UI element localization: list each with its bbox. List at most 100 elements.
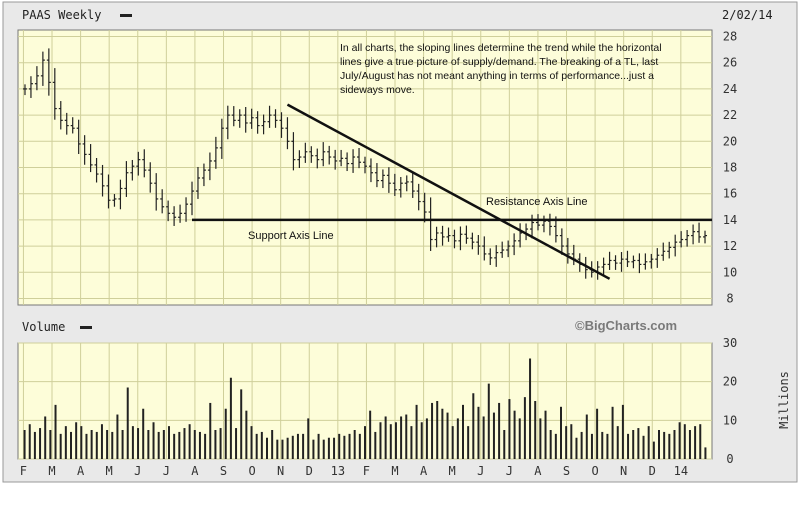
price-bar xyxy=(446,227,451,242)
price-bar xyxy=(374,163,379,188)
price-bar xyxy=(88,144,93,173)
price-bar xyxy=(237,109,242,128)
price-bar xyxy=(249,108,254,129)
price-bar xyxy=(601,257,606,276)
price-bar xyxy=(160,189,165,214)
price-bar xyxy=(386,167,391,193)
x-tick-label: M xyxy=(48,464,55,478)
price-bar xyxy=(345,152,350,172)
price-bar xyxy=(464,225,469,244)
price-bar xyxy=(512,233,517,256)
x-tick-label: J xyxy=(477,464,484,478)
price-tick-label: 10 xyxy=(723,265,737,279)
x-tick-label: D xyxy=(306,464,313,478)
resistance-label: Resistance Axis Line xyxy=(486,196,588,208)
trend-lines xyxy=(192,103,712,280)
price-bar xyxy=(547,213,552,236)
price-bar xyxy=(70,117,75,134)
volume-axis-ticks: 0 10 20 30 xyxy=(723,336,737,466)
price-bar xyxy=(52,68,57,120)
price-bar xyxy=(34,66,39,91)
x-tick-label: O xyxy=(248,464,255,478)
price-bar xyxy=(685,230,690,247)
x-tick-label: A xyxy=(191,464,199,478)
price-bar xyxy=(368,158,373,183)
x-tick-label: M xyxy=(449,464,456,478)
price-bar xyxy=(380,169,385,189)
price-bar xyxy=(124,161,129,197)
x-tick-label: S xyxy=(220,464,227,478)
price-bar xyxy=(279,112,284,138)
price-bar xyxy=(339,149,344,167)
price-bar xyxy=(40,51,45,86)
price-bar xyxy=(267,105,272,128)
x-tick-label: J xyxy=(506,464,513,478)
price-bar xyxy=(535,214,540,231)
downtrend-line xyxy=(286,103,611,280)
price-bar xyxy=(46,48,51,96)
x-tick-label: J xyxy=(163,464,170,478)
price-bar xyxy=(661,242,666,261)
price-tick-label: 20 xyxy=(723,134,737,148)
price-tick-label: 26 xyxy=(723,56,737,70)
price-bar xyxy=(178,204,183,223)
price-bar xyxy=(691,224,696,245)
price-bar xyxy=(315,148,320,169)
price-bar xyxy=(703,230,708,244)
price-bar xyxy=(213,136,218,169)
price-bar xyxy=(184,197,189,222)
price-bar xyxy=(172,206,177,226)
price-axis-ticks: 8 10 12 14 16 18 20 22 24 26 28 xyxy=(723,30,737,306)
price-bar xyxy=(541,215,546,233)
chart-title: PAAS Weekly xyxy=(22,8,102,22)
volume-bars xyxy=(23,358,707,459)
price-bar xyxy=(476,235,481,255)
price-bar xyxy=(64,112,69,135)
price-bar xyxy=(106,174,111,209)
x-tick-label: D xyxy=(649,464,656,478)
price-bar xyxy=(458,226,463,251)
volume-tick-label: 10 xyxy=(723,413,737,427)
price-bar xyxy=(207,152,212,181)
x-tick-label: F xyxy=(20,464,27,478)
price-bar xyxy=(148,162,153,193)
x-tick-label: A xyxy=(420,464,428,478)
price-bar xyxy=(363,156,367,174)
price-bar xyxy=(607,251,612,270)
price-bar xyxy=(243,107,248,133)
price-tick-label: 14 xyxy=(723,213,737,227)
price-bar xyxy=(231,106,236,127)
chart-date: 2/02/14 xyxy=(722,8,773,22)
price-bar xyxy=(285,117,290,150)
volume-legend-swatch xyxy=(80,326,92,329)
price-bar xyxy=(225,105,230,140)
price-bar xyxy=(488,248,493,265)
price-tick-label: 18 xyxy=(723,161,737,175)
price-bar xyxy=(219,118,224,159)
price-bar xyxy=(94,158,99,183)
price-bar xyxy=(398,176,403,198)
price-bar xyxy=(673,234,678,257)
price-bar xyxy=(494,245,499,267)
price-bar xyxy=(434,226,439,248)
commentary-note: In all charts, the sloping lines determi… xyxy=(340,42,662,96)
price-bar xyxy=(261,114,266,135)
price-bar xyxy=(637,253,642,274)
volume-units-label: Millions xyxy=(777,371,791,429)
price-bar xyxy=(142,149,147,178)
price-bar xyxy=(154,173,159,211)
x-tick-label: N xyxy=(277,464,284,478)
price-bar xyxy=(130,159,135,181)
x-tick-label: F xyxy=(363,464,370,478)
price-bar xyxy=(273,109,278,128)
x-tick-label: 13 xyxy=(331,464,345,478)
price-tick-label: 16 xyxy=(723,187,737,201)
price-bar xyxy=(76,119,81,155)
price-bar xyxy=(565,237,570,264)
x-tick-label: J xyxy=(134,464,141,478)
price-bar xyxy=(404,175,409,192)
price-bar xyxy=(416,183,421,211)
price-bar xyxy=(482,236,487,261)
price-bar xyxy=(112,194,117,207)
